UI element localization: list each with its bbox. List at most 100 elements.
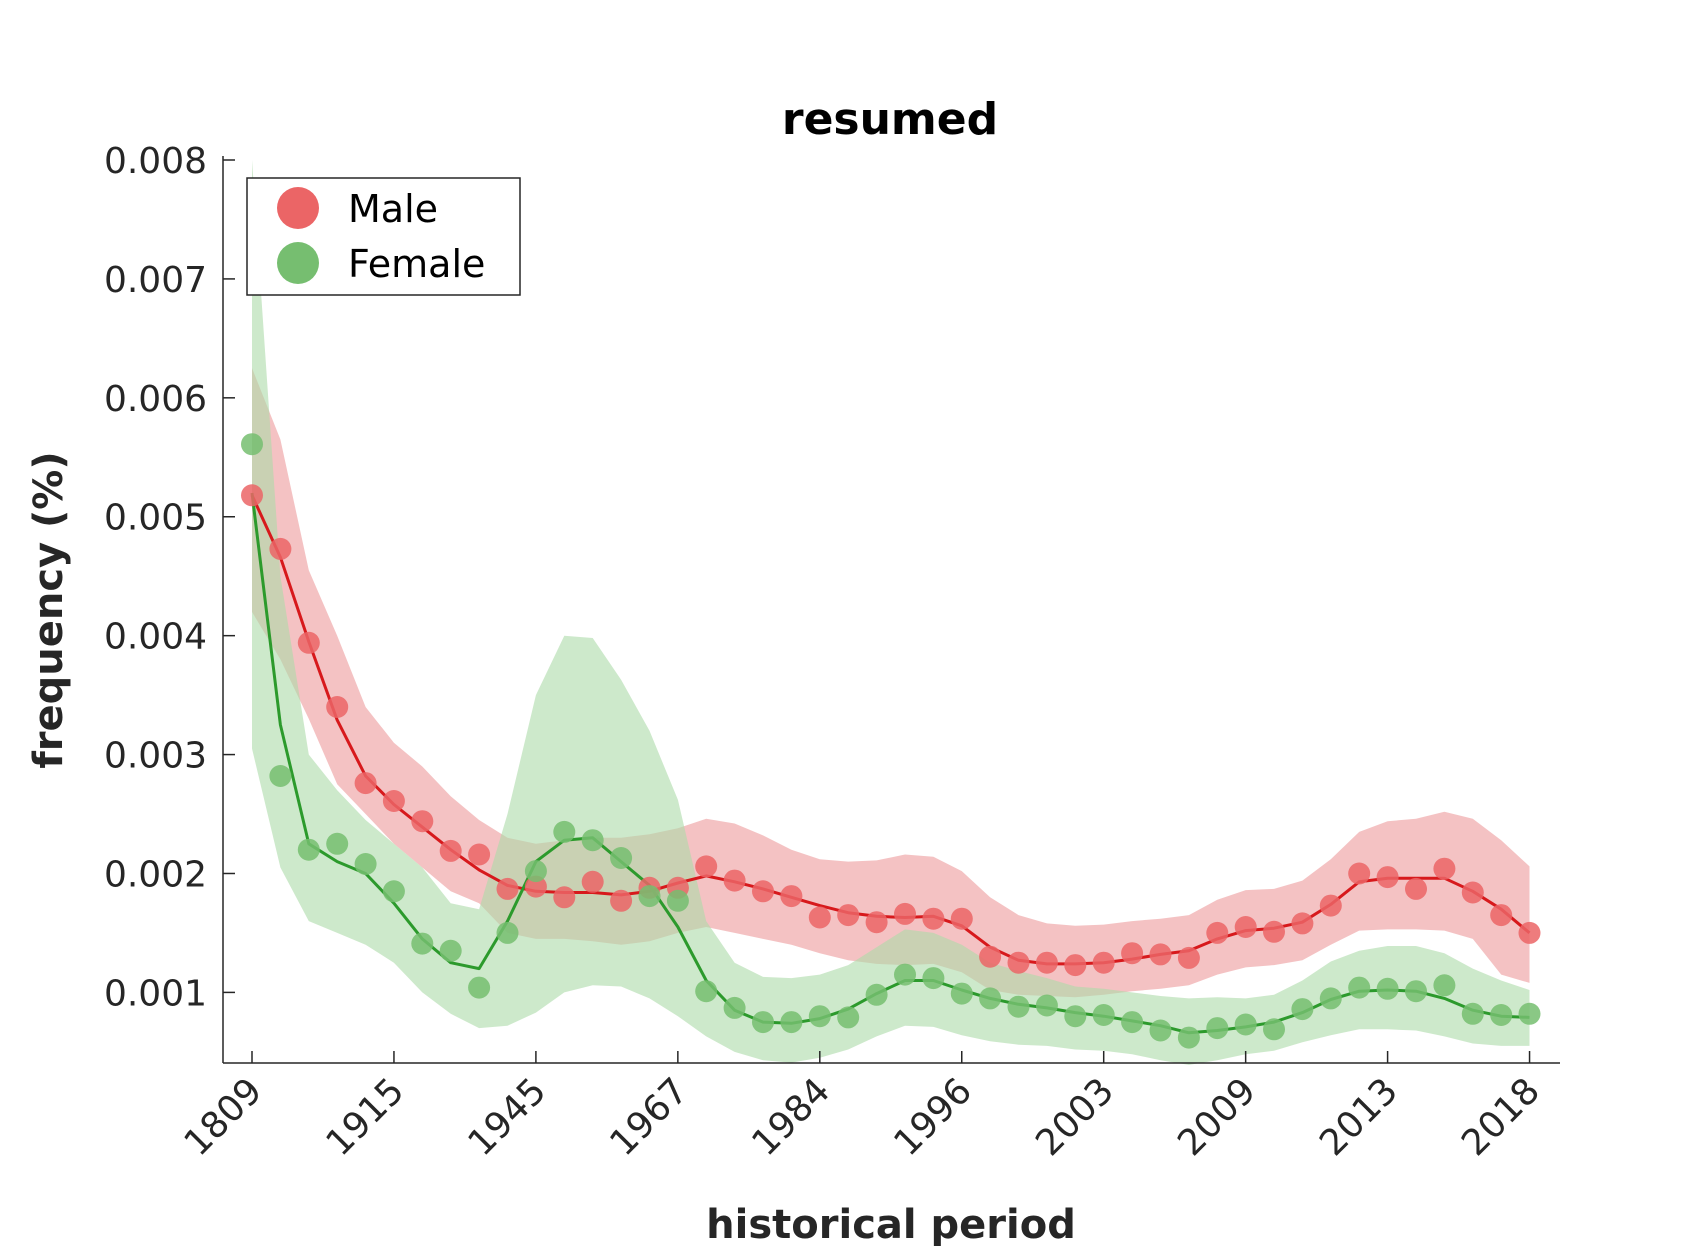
y-axis-label: frequency (%)	[26, 451, 72, 768]
point-female	[752, 1011, 774, 1034]
point-female	[1319, 987, 1342, 1010]
point-male	[922, 907, 945, 930]
point-male	[979, 945, 1002, 968]
point-female	[326, 832, 349, 855]
y-tick-label: 0.006	[104, 379, 207, 420]
point-male	[1319, 894, 1342, 917]
point-male	[553, 886, 576, 909]
point-female	[950, 982, 973, 1005]
chart-title: resumed	[782, 94, 998, 145]
point-male	[837, 904, 860, 927]
point-male	[468, 843, 491, 866]
y-ticks: 0.001 0.002 0.003 0.004 0.005 0.006 0.007 0.008	[104, 141, 235, 1014]
point-male	[1461, 881, 1484, 904]
point-female	[496, 921, 519, 944]
y-tick-label: 0.008	[104, 141, 207, 182]
point-female	[1405, 980, 1427, 1003]
point-female	[468, 976, 491, 999]
point-male	[1035, 951, 1058, 974]
point-female	[1007, 995, 1030, 1018]
series-lines	[250, 492, 1531, 1035]
point-female	[1490, 1004, 1513, 1026]
point-female	[610, 847, 633, 869]
point-female	[1149, 1019, 1172, 1042]
point-female	[780, 1011, 803, 1034]
x-axis-label: historical period	[706, 1202, 1076, 1246]
point-female	[1206, 1017, 1229, 1040]
point-male	[695, 855, 718, 878]
point-male	[723, 869, 746, 892]
point-male	[1007, 951, 1030, 974]
point-female	[1263, 1018, 1285, 1041]
y-tick-label: 0.002	[104, 854, 207, 895]
point-female	[1177, 1026, 1200, 1049]
point-male	[1490, 904, 1513, 927]
point-male	[581, 870, 604, 893]
point-female	[1291, 998, 1314, 1021]
point-female	[269, 765, 292, 787]
y-tick-label: 0.005	[104, 498, 207, 539]
point-male	[496, 877, 519, 900]
legend-label-male: Male	[348, 187, 438, 231]
point-male	[297, 631, 320, 654]
point-male	[1177, 946, 1200, 969]
point-male	[894, 902, 916, 925]
y-tick-label: 0.003	[104, 736, 207, 777]
point-female	[1376, 977, 1399, 1000]
point-female	[1433, 974, 1456, 997]
point-male	[354, 772, 377, 795]
point-female	[723, 996, 746, 1019]
legend: Male Female	[246, 177, 521, 296]
legend-label-female: Female	[348, 242, 485, 286]
point-female	[241, 433, 263, 456]
point-female	[1064, 1005, 1087, 1028]
legend-marker-female	[277, 242, 319, 284]
point-male	[1433, 857, 1456, 880]
point-female	[865, 983, 888, 1006]
point-female	[837, 1006, 860, 1029]
point-male	[1291, 912, 1314, 935]
point-male	[610, 889, 633, 912]
line-female	[250, 492, 1530, 1035]
point-male	[1234, 916, 1257, 938]
point-female	[1234, 1013, 1257, 1036]
point-male	[1263, 920, 1285, 943]
point-male	[382, 790, 405, 812]
point-female	[581, 829, 604, 852]
point-female	[695, 980, 718, 1003]
point-female	[666, 889, 689, 912]
point-male	[1376, 866, 1399, 889]
point-female	[1348, 976, 1371, 999]
y-tick-label: 0.001	[104, 973, 207, 1014]
point-male	[865, 911, 888, 934]
y-tick-label: 0.007	[104, 260, 207, 301]
point-female	[1518, 1002, 1541, 1025]
point-female	[808, 1005, 831, 1028]
point-male	[269, 537, 292, 560]
point-female	[638, 885, 661, 908]
point-male	[1518, 921, 1541, 944]
point-female	[1121, 1011, 1144, 1034]
point-male	[1405, 877, 1427, 900]
point-male	[1064, 954, 1087, 977]
point-female	[979, 987, 1002, 1010]
point-male	[780, 885, 803, 908]
point-female	[553, 820, 576, 843]
point-male	[241, 484, 263, 507]
series-points	[241, 433, 1541, 1049]
point-male	[1092, 951, 1115, 974]
point-female	[1461, 1002, 1484, 1025]
y-tick-label: 0.004	[104, 617, 207, 658]
point-male	[1348, 862, 1371, 885]
point-female	[894, 963, 916, 986]
point-female	[439, 939, 462, 962]
point-female	[411, 932, 434, 955]
point-male	[439, 839, 462, 862]
point-female	[922, 967, 945, 990]
point-male	[411, 810, 434, 833]
point-male	[1121, 942, 1144, 965]
point-male	[1206, 921, 1229, 944]
line-male	[250, 494, 1531, 966]
point-female	[524, 860, 547, 883]
